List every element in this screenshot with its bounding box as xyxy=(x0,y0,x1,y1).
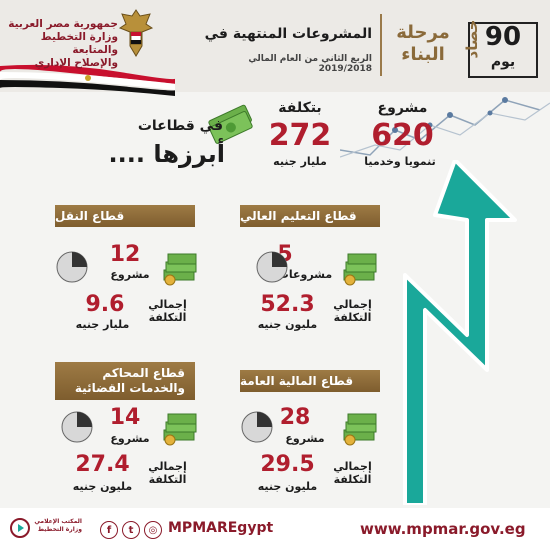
card-courts: قطاع المحاكم والخدمات القضائية xyxy=(55,362,195,500)
days-badge xyxy=(468,22,538,78)
notable-label: أبرزها .... xyxy=(108,140,225,168)
card-public-finance: قطاع المالية العامة xyxy=(240,370,380,500)
card-count-unit: مشروع xyxy=(110,268,150,281)
card-count-unit: مشروع xyxy=(285,432,325,445)
instagram-icon[interactable]: ◎ xyxy=(144,521,162,539)
pie-chart-icon xyxy=(61,411,93,443)
cost-sub: مليار جنيه xyxy=(273,155,327,168)
social-handle[interactable]: MPMAREgypt xyxy=(168,520,274,536)
card-higher-education: قطاع التعليم العالي xyxy=(240,205,380,335)
growth-arrow-graphic xyxy=(403,160,517,505)
card-cost-unit: مليون جنيه xyxy=(257,480,318,493)
ministry-name: جمهورية مصر العربية وزارة التخطيط والمتا… xyxy=(8,18,118,69)
card-cost-unit: مليون جنيه xyxy=(257,318,318,331)
flag-wave-graphic xyxy=(0,64,175,96)
card-transport: قطاع النقل xyxy=(55,205,195,335)
card-count-unit: مشروعات xyxy=(277,268,333,281)
cost-label: بتكلفة xyxy=(278,100,322,116)
footer xyxy=(0,508,550,550)
card-cost: 9.6 xyxy=(85,292,125,317)
page-subtitle: الربع الثاني من العام المالي 2019/2018 xyxy=(248,54,372,74)
projects-label: مشروع xyxy=(377,100,428,116)
card-cost-label: إجمالي التكلفة xyxy=(333,460,372,486)
days-label: يوم xyxy=(490,54,516,70)
vertical-word: حصاد xyxy=(463,19,481,59)
twitter-icon[interactable]: t xyxy=(122,521,140,539)
pie-chart-icon xyxy=(241,411,273,443)
cash-stack-icon xyxy=(163,253,197,286)
days-number: 90 xyxy=(484,22,522,52)
media-office-label: المكتب الإعلامي وزارة التخطيط xyxy=(34,518,82,533)
card-count: 12 xyxy=(109,242,141,267)
card-count: 28 xyxy=(279,405,311,430)
media-office-logo-icon xyxy=(10,518,30,538)
website-link[interactable]: www.mpmar.gov.eg xyxy=(360,520,526,538)
projects-sub: تنمويا وخدميا xyxy=(364,155,436,168)
card-cost-unit: مليار جنيه xyxy=(75,318,130,331)
social-icons: f t ◎ xyxy=(100,521,162,539)
card-title: قطاع النقل xyxy=(55,205,195,227)
card-cost-label: إجمالي التكلفة xyxy=(148,460,187,486)
card-cost-unit: مليون جنيه xyxy=(72,480,133,493)
projects-value: 620 xyxy=(371,118,434,153)
cash-stack-icon xyxy=(163,413,197,446)
card-count: 14 xyxy=(109,405,141,430)
card-title: قطاع المحاكم والخدمات القضائية xyxy=(55,362,195,400)
header-divider xyxy=(380,14,382,76)
eagle-emblem-icon xyxy=(118,9,154,57)
phase-title: مرحلة البناء xyxy=(396,22,450,65)
money-icon xyxy=(208,104,253,144)
card-count-unit: مشروع xyxy=(110,432,150,445)
card-cost: 52.3 xyxy=(260,292,315,317)
page-title: المشروعات المنتهية في xyxy=(204,26,372,42)
trend-line-decoration xyxy=(340,97,550,158)
facebook-icon[interactable]: f xyxy=(100,521,118,539)
cost-value: 272 xyxy=(268,118,332,153)
pie-chart-icon xyxy=(56,251,88,283)
cash-stack-icon xyxy=(343,253,377,286)
cash-stack-icon xyxy=(343,413,377,446)
card-cost-label: إجمالي التكلفة xyxy=(333,298,372,324)
card-cost-label: إجمالي التكلفة xyxy=(148,298,187,324)
card-title: قطاع المالية العامة xyxy=(240,370,380,392)
card-cost: 29.5 xyxy=(260,452,315,477)
card-cost: 27.4 xyxy=(75,452,130,477)
pie-chart-icon xyxy=(256,251,288,283)
sectors-label: في قطاعات xyxy=(137,118,223,134)
card-title: قطاع التعليم العالي xyxy=(240,205,380,227)
